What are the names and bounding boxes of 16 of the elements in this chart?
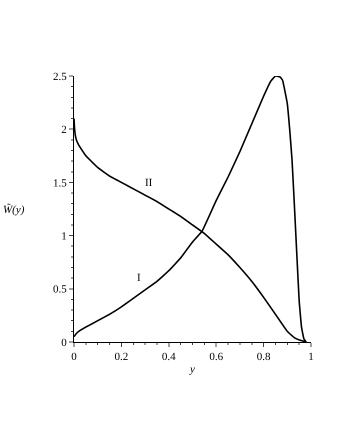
x-tick-label: 0.4 — [162, 351, 176, 364]
y-tick-label: 0.5 — [53, 284, 68, 296]
x-tick-label: 1 — [308, 351, 314, 364]
x-axis-title: y — [189, 363, 196, 376]
y-tick-label: 1.5 — [53, 177, 68, 190]
x-tick-label: 0.2 — [114, 351, 128, 364]
series-label: I — [137, 272, 141, 284]
y-tick-label: 2.5 — [53, 70, 68, 83]
series-label: II — [145, 177, 153, 189]
y-tick-label: 1 — [61, 230, 67, 242]
y-tick-label: 2 — [61, 124, 67, 136]
y-tick-label: 0 — [61, 336, 68, 349]
x-tick-label: 0 — [71, 351, 78, 364]
y-axis-title: W̃(y) — [3, 203, 25, 216]
x-tick-label: 0.8 — [256, 351, 271, 364]
x-tick-label: 0.6 — [209, 351, 224, 364]
